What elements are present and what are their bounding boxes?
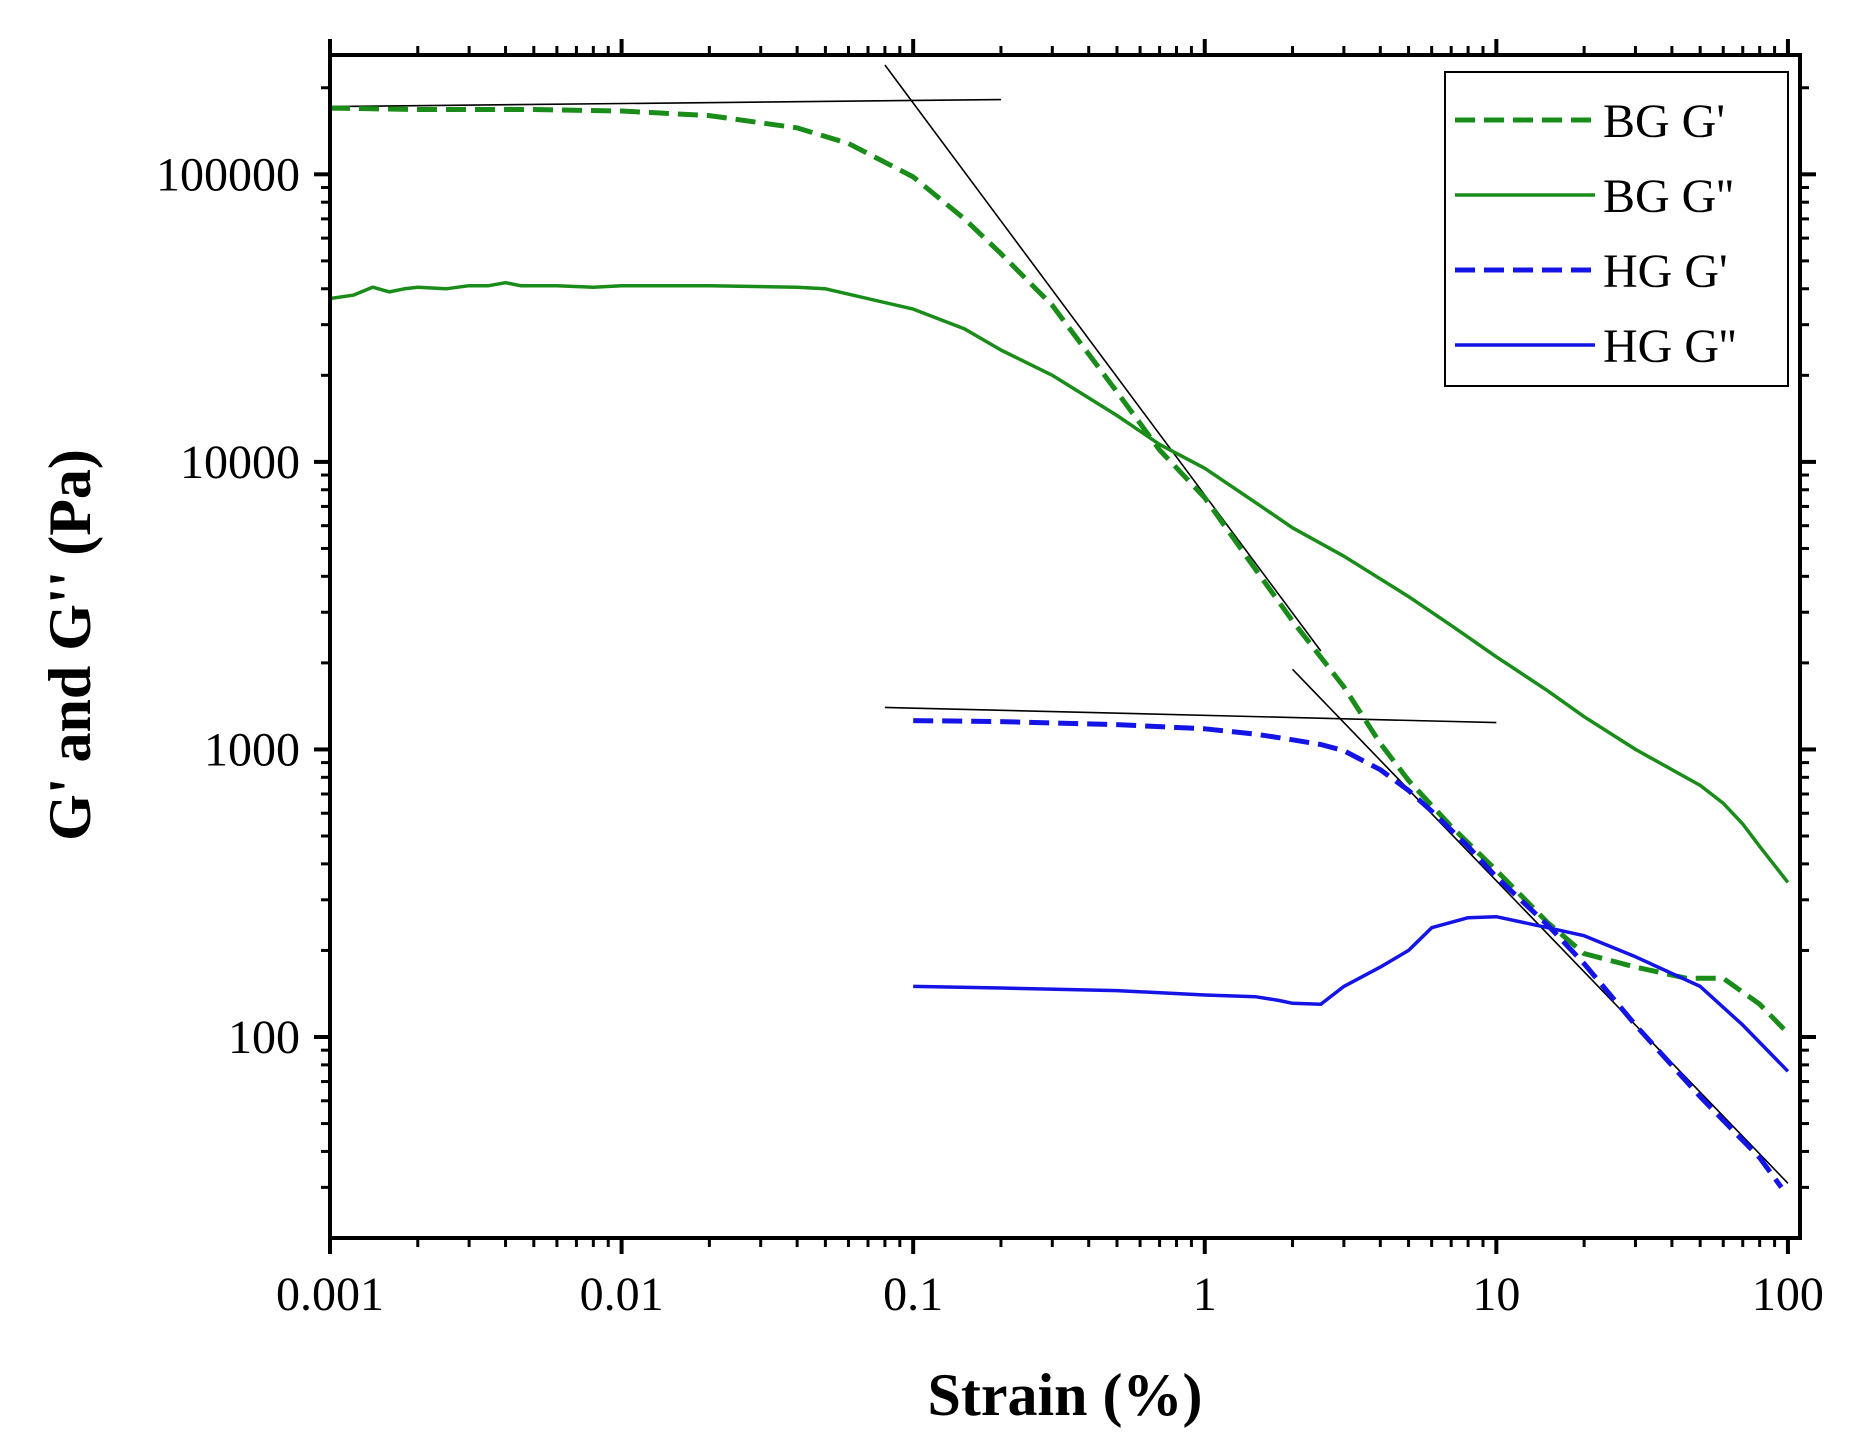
y-tick-label: 10000 — [180, 436, 300, 489]
y-axis-title: G' and G'' (Pa) — [37, 449, 103, 841]
bg-slope-guide — [884, 64, 1322, 652]
x-tick-label: 0.001 — [276, 1268, 384, 1321]
x-tick-label: 0.01 — [580, 1268, 664, 1321]
x-tick-label: 0.1 — [883, 1268, 943, 1321]
y-tick-labels: 100 1000 10000 100000 — [156, 148, 300, 1064]
series-line-hg-gpp — [913, 914, 1790, 1073]
hg-plateau-guide — [884, 706, 1497, 724]
x-tick-label: 1 — [1193, 1268, 1217, 1321]
legend-box — [1444, 71, 1789, 387]
series-line-bg-gpp — [330, 280, 1790, 884]
major-ticks — [314, 39, 1816, 1254]
y-tick-label: 100000 — [156, 148, 300, 201]
y-tick-label: 1000 — [204, 723, 300, 776]
series-line-hg-gp — [913, 718, 1784, 1189]
x-tick-label: 100 — [1752, 1268, 1824, 1321]
x-tick-label: 10 — [1472, 1268, 1520, 1321]
series-line-bg-gp — [330, 105, 1790, 1036]
legend: BG G' BG G'' HG G' HG G'' — [1444, 71, 1789, 387]
legend-label-bg-gp: BG G' — [1603, 95, 1725, 148]
series-lines — [330, 105, 1790, 1189]
plot-frame — [328, 53, 1802, 1240]
legend-label-hg-gpp: HG G'' — [1603, 320, 1736, 373]
x-axis-title: Strain (%) — [928, 1362, 1203, 1428]
legend-label-hg-gp: HG G' — [1603, 245, 1728, 298]
x-tick-labels: 0.001 0.01 0.1 1 10 100 — [276, 1268, 1824, 1321]
legend-label-bg-gpp: BG G'' — [1603, 170, 1734, 223]
bg-plateau-guide — [330, 98, 1001, 108]
y-tick-label: 100 — [228, 1011, 300, 1064]
